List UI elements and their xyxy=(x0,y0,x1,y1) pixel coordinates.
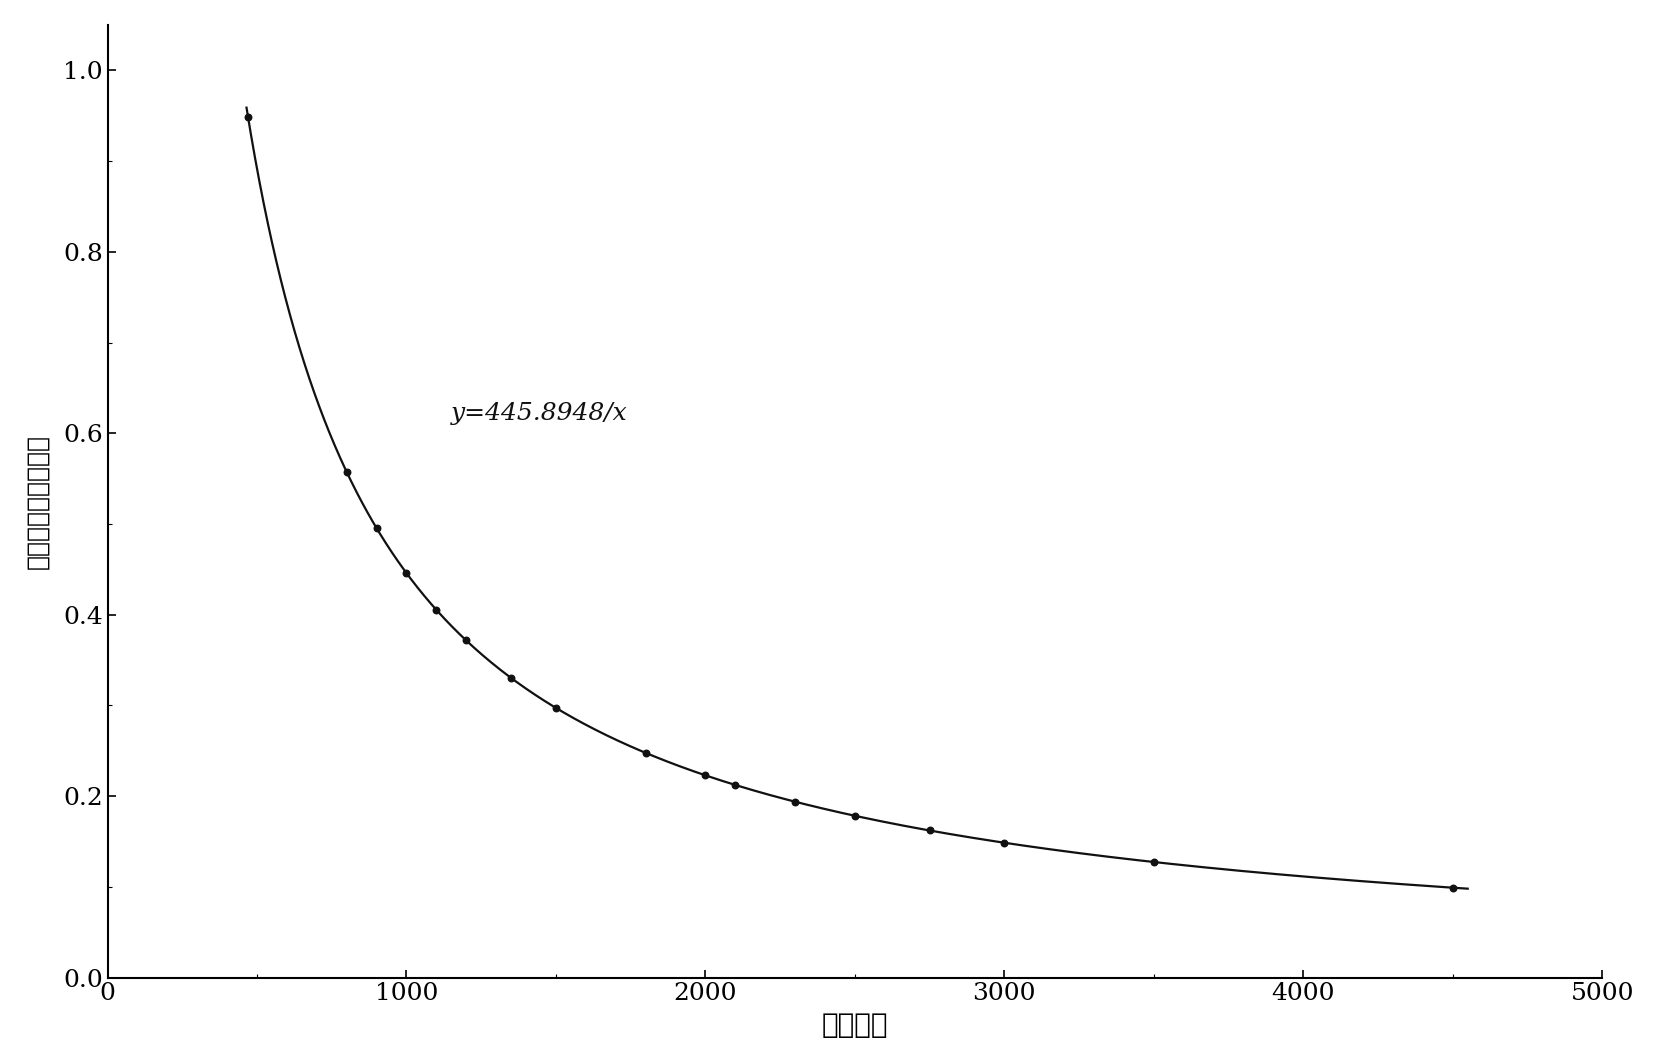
Point xyxy=(916,822,942,839)
Point xyxy=(498,669,524,686)
Point xyxy=(1440,879,1467,896)
Point xyxy=(234,109,260,126)
Point xyxy=(453,632,479,649)
Point xyxy=(393,565,420,582)
Y-axis label: 扫描线间距（微米）: 扫描线间距（微米） xyxy=(25,434,50,569)
Point xyxy=(692,767,718,784)
X-axis label: 放大倍数: 放大倍数 xyxy=(821,1011,888,1040)
Point xyxy=(363,519,390,536)
Point xyxy=(542,699,569,716)
Point xyxy=(1140,853,1166,870)
Point xyxy=(333,464,360,481)
Text: y=445.8948/x: y=445.8948/x xyxy=(451,401,629,425)
Point xyxy=(423,601,450,618)
Point xyxy=(841,808,868,825)
Point xyxy=(781,793,808,810)
Point xyxy=(722,777,748,794)
Point xyxy=(632,745,659,762)
Point xyxy=(990,834,1017,851)
